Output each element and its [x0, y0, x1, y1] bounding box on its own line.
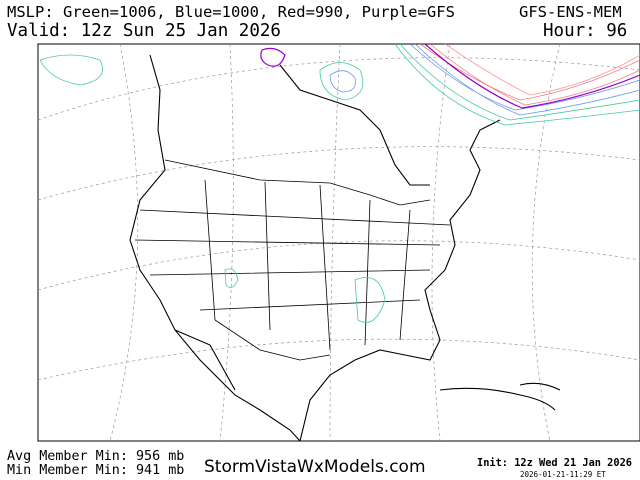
legend-text: MSLP: Green=1006, Blue=1000, Red=990, Pu…: [7, 3, 455, 21]
valid-time: Valid: 12z Sun 25 Jan 2026: [7, 21, 281, 41]
ensemble-contours: [39, 43, 640, 323]
init-time: Init: 12z Wed 21 Jan 2026: [477, 457, 632, 469]
site-name: StormVistaWxModels.com: [204, 457, 426, 477]
lat-lon-grid: [37, 43, 640, 442]
map-frame: [37, 43, 640, 442]
borders: [134, 159, 451, 361]
timestamp: 2026-01-21-11:29 ET: [520, 470, 606, 479]
forecast-hour: Hour: 96: [543, 21, 628, 41]
avg-member-min: Avg Member Min: 956 mb: [7, 449, 185, 464]
model-name: GFS-ENS-MEM: [519, 3, 622, 21]
min-member-min: Min Member Min: 941 mb: [7, 463, 185, 478]
coastlines: [129, 54, 561, 442]
